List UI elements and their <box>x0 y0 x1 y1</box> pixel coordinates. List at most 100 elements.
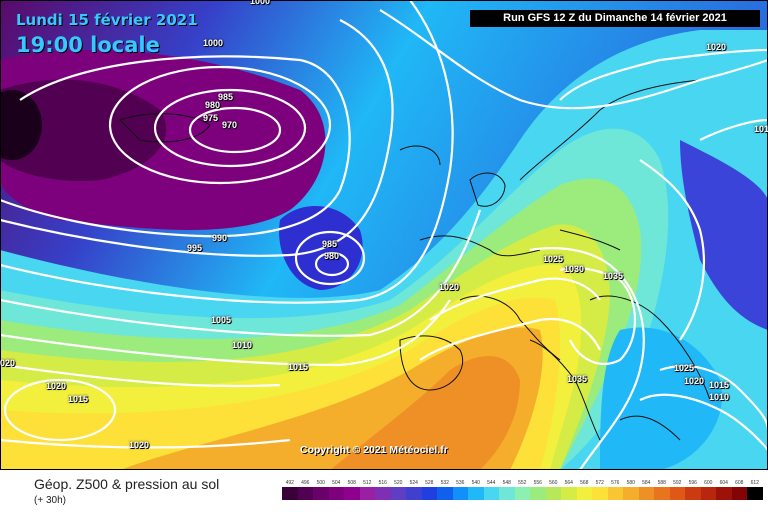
scale-step: 492 <box>282 480 298 500</box>
isobar-label: 1035 <box>603 271 624 281</box>
scale-color-box <box>499 487 515 500</box>
isobar-label: 020 <box>0 358 16 368</box>
scale-color-box <box>592 487 608 500</box>
isobar-label: 1015 <box>68 394 89 404</box>
scale-tick-label: 584 <box>642 480 651 486</box>
map-canvas <box>0 0 768 470</box>
scale-tick-label: 564 <box>564 480 573 486</box>
scale-color-box <box>747 487 763 500</box>
legend-title: Géop. Z500 & pression au sol <box>34 476 220 492</box>
scale-step: 548 <box>499 480 515 500</box>
legend-subtitle: (+ 30h) <box>34 495 66 506</box>
forecast-time: 19:00 locale <box>16 33 160 57</box>
band-deep-orange <box>330 356 520 470</box>
isobar-label: 970 <box>222 120 238 130</box>
scale-step: 552 <box>514 480 530 500</box>
scale-tick-label: 540 <box>471 480 480 486</box>
scale-tick-label: 568 <box>580 480 589 486</box>
isobar-label: 1020 <box>129 440 150 450</box>
isobar-label: 1000 <box>250 0 271 6</box>
scale-color-box <box>375 487 391 500</box>
scale-tick-label: 556 <box>533 480 542 486</box>
scale-step: 584 <box>638 480 654 500</box>
isobar-label: 1035 <box>567 374 588 384</box>
scale-step: 592 <box>669 480 685 500</box>
scale-step: 536 <box>452 480 468 500</box>
isobar-label: 1020 <box>684 376 705 386</box>
scale-step: 532 <box>437 480 453 500</box>
scale-step: 576 <box>607 480 623 500</box>
forecast-date: Lundi 15 février 2021 <box>16 11 198 29</box>
scale-step: 604 <box>716 480 732 500</box>
scale-color-box <box>576 487 592 500</box>
scale-color-box <box>390 487 406 500</box>
scale-step: 568 <box>576 480 592 500</box>
color-scale: 492 496 500 504 508 512 516 520 524 528 532 536 540 5… <box>282 480 763 500</box>
scale-color-box <box>421 487 437 500</box>
isobar-label: 1010 <box>232 340 253 350</box>
isobar-label: 1020 <box>439 282 460 292</box>
scale-step: 540 <box>468 480 484 500</box>
scale-color-box <box>344 487 360 500</box>
scale-step: 596 <box>685 480 701 500</box>
scale-tick-label: 572 <box>595 480 604 486</box>
scale-color-box <box>328 487 344 500</box>
scale-tick-label: 512 <box>363 480 372 486</box>
scale-tick-label: 492 <box>285 480 294 486</box>
scale-tick-label: 504 <box>332 480 341 486</box>
isobar-label: 1005 <box>211 315 232 325</box>
scale-step: 516 <box>375 480 391 500</box>
scale-color-box <box>654 487 670 500</box>
scale-color-box <box>545 487 561 500</box>
scale-step: 512 <box>359 480 375 500</box>
scale-step: 556 <box>530 480 546 500</box>
scale-step: 524 <box>406 480 422 500</box>
scale-step: 560 <box>545 480 561 500</box>
scale-step: 520 <box>390 480 406 500</box>
isobar-label: 1025 <box>543 254 564 264</box>
isobar-label: 1015 <box>288 362 309 372</box>
scale-tick-label: 600 <box>704 480 713 486</box>
isobar-label: 975 <box>203 113 219 123</box>
scale-tick-label: 604 <box>719 480 728 486</box>
band-east-cyan <box>600 327 722 470</box>
scale-color-box <box>406 487 422 500</box>
scale-tick-label: 560 <box>549 480 558 486</box>
isobar-label: 985 <box>322 239 338 249</box>
scale-tick-label: 528 <box>425 480 434 486</box>
scale-color-box <box>359 487 375 500</box>
scale-color-box <box>685 487 701 500</box>
scale-tick-label: 536 <box>456 480 465 486</box>
scale-step: 612 <box>747 480 763 500</box>
scale-step: 608 <box>731 480 747 500</box>
scale-step: 504 <box>328 480 344 500</box>
copyright-text: Copyright © 2021 Météociel.fr <box>300 444 448 456</box>
scale-tick-label: 548 <box>502 480 511 486</box>
scale-color-box <box>669 487 685 500</box>
scale-tick-label: 508 <box>347 480 356 486</box>
scale-step: 500 <box>313 480 329 500</box>
scale-color-box <box>437 487 453 500</box>
scale-color-box <box>468 487 484 500</box>
scale-step: 496 <box>297 480 313 500</box>
scale-tick-label: 532 <box>440 480 449 486</box>
scale-color-box <box>313 487 329 500</box>
isobars <box>0 0 768 470</box>
isobar-label: 1030 <box>564 264 585 274</box>
scale-color-box <box>561 487 577 500</box>
scale-tick-label: 500 <box>316 480 325 486</box>
scale-step: 544 <box>483 480 499 500</box>
scale-color-box <box>607 487 623 500</box>
scale-tick-label: 608 <box>735 480 744 486</box>
isobar-label: 980 <box>205 100 221 110</box>
scale-step: 528 <box>421 480 437 500</box>
band-east-blue <box>680 140 768 330</box>
scale-color-box <box>297 487 313 500</box>
scale-step: 564 <box>561 480 577 500</box>
scale-color-box <box>514 487 530 500</box>
scale-tick-label: 580 <box>626 480 635 486</box>
isobar-label: 985 <box>218 92 234 102</box>
scale-color-box <box>483 487 499 500</box>
scale-step: 508 <box>344 480 360 500</box>
scale-tick-label: 552 <box>518 480 527 486</box>
